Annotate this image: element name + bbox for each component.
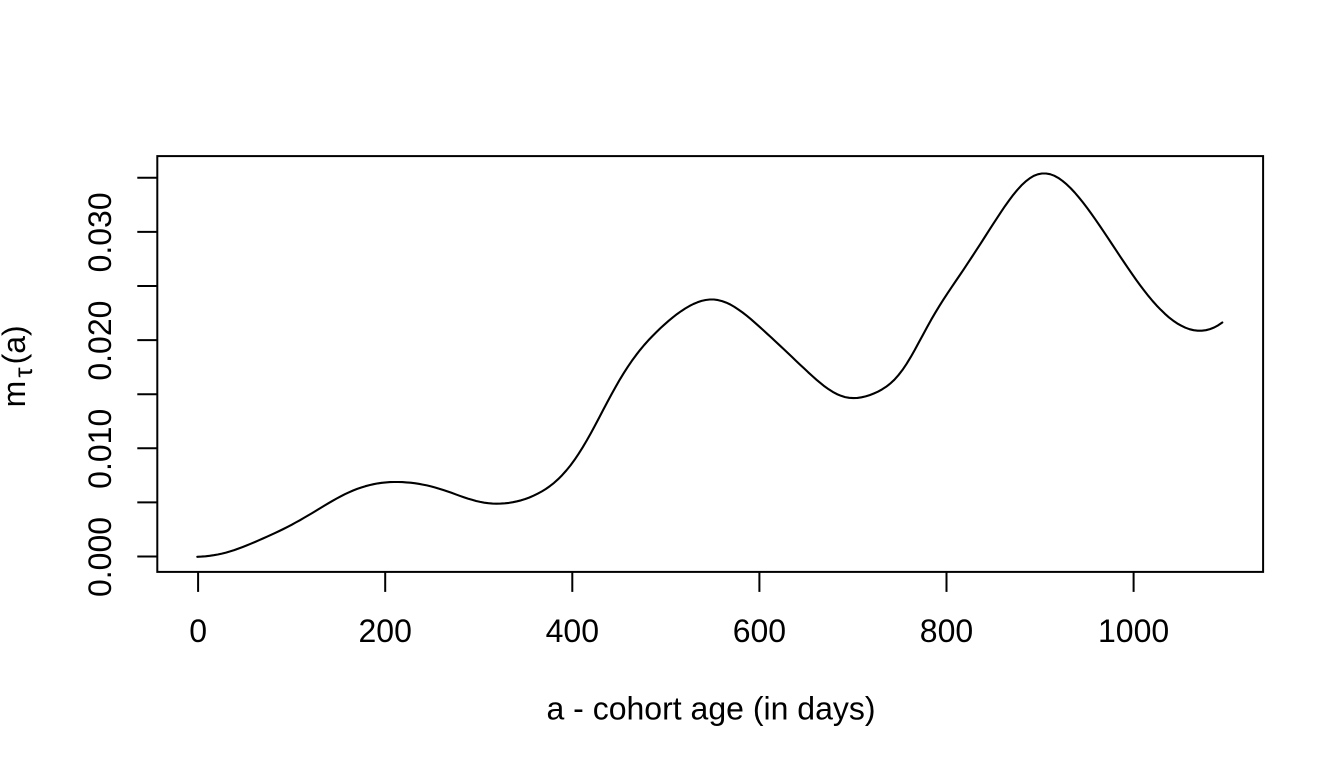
svg-text:200: 200 xyxy=(359,613,412,649)
svg-text:800: 800 xyxy=(920,613,973,649)
svg-text:1000: 1000 xyxy=(1098,613,1169,649)
svg-text:0: 0 xyxy=(189,613,207,649)
svg-text:600: 600 xyxy=(733,613,786,649)
svg-text:0.020: 0.020 xyxy=(82,301,118,381)
svg-text:0.030: 0.030 xyxy=(82,192,118,272)
svg-text:0.010: 0.010 xyxy=(82,409,118,489)
svg-text:a - cohort age (in days): a - cohort age (in days) xyxy=(546,691,875,727)
svg-text:400: 400 xyxy=(546,613,599,649)
svg-text:0.000: 0.000 xyxy=(82,517,118,597)
